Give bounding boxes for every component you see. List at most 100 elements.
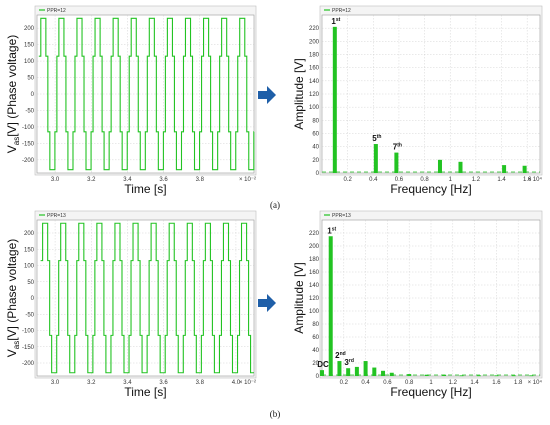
x-tick-label: 0.4 [369, 177, 378, 183]
y-tick-label: 40 [312, 348, 319, 354]
bar [354, 366, 359, 376]
bar [328, 236, 333, 376]
x-tick-label: 3.2 [87, 177, 96, 183]
x-tick-label: 3.4 [123, 177, 132, 183]
y-tick-label: -200 [22, 158, 35, 164]
caption-b: (b) [270, 409, 281, 419]
bar [502, 165, 507, 173]
x-tick-label: 1.6 [492, 380, 501, 386]
x-tick-label: 0.6 [395, 177, 404, 183]
x-tick-label: 3.0 [51, 177, 60, 183]
y-tick-label: 220 [309, 231, 320, 237]
bar [522, 165, 527, 173]
bar [529, 375, 534, 377]
y-tick-label: 0 [31, 296, 35, 302]
y-tick-label: 150 [24, 43, 35, 49]
harmonic-label: DC [317, 360, 329, 369]
y-axis-label: Amplitude [V] [292, 58, 306, 129]
y-tick-label: 150 [24, 247, 35, 253]
x-tick-label: 3.6 [159, 380, 168, 386]
y-tick-label: -100 [22, 125, 35, 131]
x-tick-label: 3.2 [87, 380, 96, 386]
harmonic-label: 2nd [335, 351, 346, 360]
y-tick-label: 100 [309, 105, 320, 111]
legend-label: PPR=12 [332, 8, 351, 14]
y-tick-label: 60 [312, 132, 319, 138]
y-tick-label: 80 [312, 322, 319, 328]
bar [332, 26, 337, 173]
x-exponent: × 10⁴ [528, 379, 543, 386]
right-arrow-icon [258, 86, 276, 104]
x-tick-label: 1.8 [514, 380, 523, 386]
bar [372, 367, 377, 376]
chart-a-spectrum: PPR=120.2 0.4 0.6 0.8 1 1.2 1.4 1.6220200180160… [292, 5, 543, 196]
y-tick-label: 0 [316, 374, 320, 380]
chart-b-spectrum: PPR=130.2 0.4 0.6 0.8 1 1.2 1.4 1.6 1.8220200180… [292, 210, 543, 399]
series-line [40, 222, 254, 374]
y-tick-label: 100 [24, 264, 35, 270]
y-tick-label: 20 [312, 361, 319, 367]
y-tick-label: 50 [27, 76, 34, 82]
harmonic-label: 3rd [344, 358, 353, 367]
x-exponent: × 10⁴ [528, 176, 543, 183]
x-axis-label: Frequency [Hz] [390, 182, 471, 196]
y-tick-label: 100 [24, 59, 35, 65]
x-tick-label: 0.4 [361, 380, 370, 386]
y-tick-label: 120 [309, 92, 320, 98]
x-tick-label: 1.4 [497, 177, 506, 183]
x-exponent: × 10⁻² [239, 177, 256, 183]
y-tick-label: -50 [25, 312, 34, 318]
x-tick-label: 1.6 [523, 177, 532, 183]
x-tick-label: 4.0 [232, 380, 241, 386]
x-axis-label: Frequency [Hz] [390, 385, 471, 399]
legend-label: PPR=12 [47, 8, 66, 14]
y-tick-label: -150 [22, 345, 35, 351]
series-line [38, 17, 255, 171]
harmonic-label: 1st [327, 226, 336, 235]
x-tick-label: 3.8 [196, 380, 205, 386]
y-tick-label: 200 [309, 39, 320, 45]
y-tick-label: 20 [312, 158, 319, 164]
y-tick-label: 120 [309, 296, 320, 302]
y-tick-label: 200 [309, 244, 320, 250]
bar [476, 375, 481, 377]
legend-label: PPR=13 [332, 213, 351, 219]
x-tick-label: 1.2 [472, 177, 481, 183]
x-tick-label: 0.6 [383, 380, 392, 386]
harmonic-label: 1st [331, 17, 340, 26]
bar [337, 361, 342, 376]
y-tick-label: 0 [31, 92, 35, 98]
harmonic-label: 7th [393, 143, 402, 152]
y-tick-label: -100 [22, 329, 35, 335]
y-tick-label: 160 [309, 270, 320, 276]
y-tick-label: 180 [309, 257, 320, 263]
bar [320, 370, 324, 376]
bar [394, 152, 399, 173]
y-tick-label: 0 [316, 171, 320, 177]
y-tick-label: 40 [312, 145, 319, 151]
y-axis-label: Amplitude [V] [292, 262, 306, 333]
bar [424, 374, 429, 376]
legend-label: PPR=13 [47, 213, 66, 219]
y-tick-label: -150 [22, 141, 35, 147]
y-tick-label: -200 [22, 361, 35, 367]
caption-a: (a) [270, 200, 280, 210]
bar [407, 374, 412, 376]
y-tick-label: 140 [309, 79, 320, 85]
chart-b-time: PPR=13 3.0 3.2 3.4 3.6 3.8 4.0 200 150 100 50 0 -50 -… [5, 210, 257, 399]
x-tick-label: 0.8 [405, 380, 414, 386]
x-axis-label: Time [s] [124, 385, 166, 399]
y-axis-label: Vas[V] (Phase voltage) [5, 35, 21, 154]
x-tick-label: 3.4 [123, 380, 132, 386]
x-tick-label: 1.2 [449, 380, 458, 386]
x-axis-label: Time [s] [124, 182, 166, 196]
x-exponent: × 10⁻² [239, 380, 256, 386]
x-tick-label: 1 [449, 177, 453, 183]
y-tick-label: 160 [309, 66, 320, 72]
bar [373, 144, 378, 173]
y-tick-label: 60 [312, 335, 319, 341]
y-tick-label: 140 [309, 283, 320, 289]
x-tick-label: 3.0 [51, 380, 60, 386]
bar [458, 161, 463, 173]
